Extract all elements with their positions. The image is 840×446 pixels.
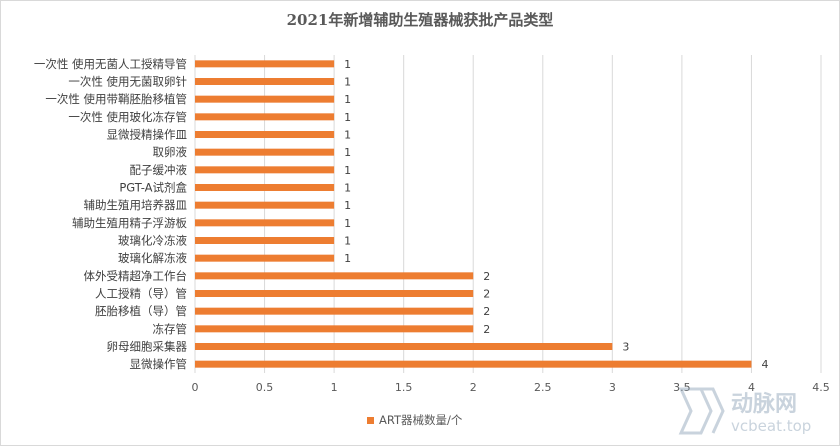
category-label: 取卵液 [153, 145, 188, 159]
bar [195, 307, 474, 315]
category-label: 玻璃化冷冻液 [118, 234, 187, 248]
data-label: 2 [483, 305, 490, 318]
data-label: 4 [761, 358, 768, 371]
category-label: 显微授精操作皿 [107, 128, 188, 142]
legend-swatch [367, 417, 374, 424]
data-label: 3 [622, 341, 629, 354]
category-label: 一次性 使用玻化冻存管 [68, 110, 187, 124]
data-label: 1 [344, 129, 351, 142]
x-tick-label: 2.5 [534, 381, 552, 394]
x-tick-label: 1.5 [395, 381, 413, 394]
x-axis-ticks: 0 0.5 1 1.5 2 2.5 3 3.5 4 4.5 [192, 381, 830, 394]
x-tick-label: 2 [470, 381, 477, 394]
bar [195, 95, 335, 103]
category-label: 卵母细胞采集器 [107, 340, 188, 354]
category-label: 一次性 使用带鞘胚胎移植管 [45, 92, 187, 106]
x-tick-label: 3 [609, 381, 616, 394]
category-label: 配子缓冲液 [130, 163, 188, 177]
bar [195, 148, 335, 156]
x-tick-label: 0.5 [256, 381, 274, 394]
bar [195, 131, 335, 138]
legend-label: ART器械数量/个 [379, 413, 463, 427]
bar [195, 290, 474, 297]
data-label: 2 [483, 323, 490, 336]
data-label: 1 [344, 199, 351, 212]
data-label: 2 [483, 270, 490, 283]
bars [195, 60, 752, 368]
bar [195, 166, 335, 174]
bar [195, 272, 474, 280]
bar [195, 325, 474, 333]
category-label: 辅助生殖用精子浮游板 [72, 216, 187, 230]
x-tick-label: 4 [748, 381, 755, 394]
category-label: 玻璃化解冻液 [118, 251, 187, 265]
category-label: 显微操作管 [130, 357, 188, 371]
data-label: 1 [344, 252, 351, 265]
bar [195, 219, 335, 227]
watermark-url: vcbeat.top [731, 417, 811, 435]
category-label: 一次性 使用无菌取卵针 [68, 75, 187, 89]
bar [195, 254, 335, 262]
grid-lines [194, 55, 822, 373]
bar [195, 60, 335, 68]
x-tick-label: 1 [331, 381, 338, 394]
bar [195, 184, 335, 191]
bar [195, 343, 613, 350]
x-tick-label: 3.5 [673, 381, 691, 394]
data-label: 1 [344, 146, 351, 159]
watermark-brand: 动脉网 [731, 392, 797, 417]
legend: ART器械数量/个 [367, 413, 463, 427]
bar [195, 237, 335, 244]
category-label: 辅助生殖用培养器皿 [84, 198, 188, 212]
watermark-logo-icon [678, 387, 725, 435]
bar [195, 78, 335, 85]
category-label: 人工授精（导）管 [95, 287, 187, 301]
data-label: 1 [344, 164, 351, 177]
chart-title: 2021年新增辅助生殖器械获批产品类型 [287, 11, 554, 29]
category-label: 冻存管 [153, 322, 188, 336]
data-label: 1 [344, 111, 351, 124]
data-labels: 1 1 1 1 1 1 1 1 1 1 1 1 2 2 2 2 3 4 [344, 58, 768, 371]
category-label: 胚胎移植（导）管 [95, 304, 187, 318]
x-tick-label: 0 [192, 381, 199, 394]
data-label: 1 [344, 58, 351, 71]
bar [195, 201, 335, 209]
data-label: 1 [344, 93, 351, 106]
data-label: 1 [344, 235, 351, 248]
category-label: 体外受精超净工作台 [84, 269, 188, 283]
data-label: 1 [344, 182, 351, 195]
x-tick-label: 4.5 [812, 381, 830, 394]
data-label: 1 [344, 76, 351, 89]
category-label: 一次性 使用无菌人工授精导管 [34, 57, 187, 71]
bar [195, 360, 752, 368]
bar [195, 113, 335, 121]
data-label: 1 [344, 217, 351, 230]
data-label: 2 [483, 288, 490, 301]
brand-watermark: 动脉网 vcbeat.top [678, 387, 811, 435]
category-label: PGT-A试剂盒 [119, 181, 187, 195]
